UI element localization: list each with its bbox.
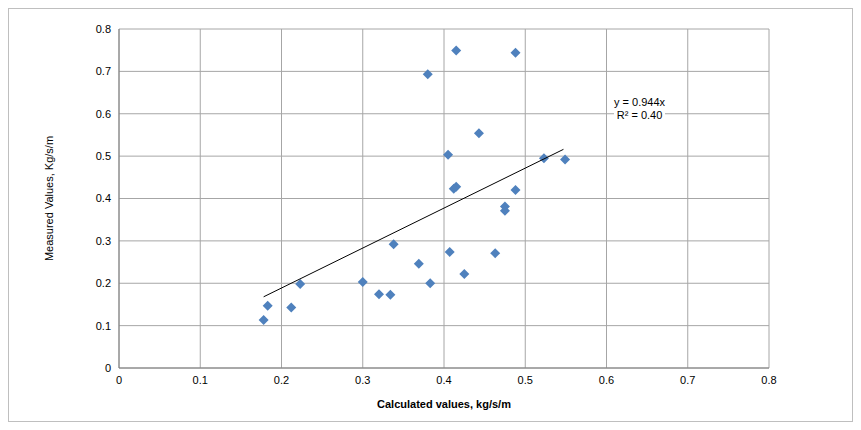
svg-text:0.6: 0.6 bbox=[599, 374, 614, 386]
svg-text:0.4: 0.4 bbox=[436, 374, 451, 386]
svg-text:0.1: 0.1 bbox=[193, 374, 208, 386]
svg-text:0.7: 0.7 bbox=[680, 374, 695, 386]
svg-text:0.6: 0.6 bbox=[96, 108, 111, 120]
svg-text:0.1: 0.1 bbox=[96, 320, 111, 332]
svg-text:0.2: 0.2 bbox=[96, 277, 111, 289]
svg-text:0.7: 0.7 bbox=[96, 65, 111, 77]
svg-text:0: 0 bbox=[105, 362, 111, 374]
svg-text:0.3: 0.3 bbox=[96, 235, 111, 247]
svg-text:Calculated values, kg/s/m: Calculated values, kg/s/m bbox=[377, 398, 511, 410]
svg-text:0: 0 bbox=[116, 374, 122, 386]
svg-text:0.5: 0.5 bbox=[96, 150, 111, 162]
html-text:y = 0.944x: y = 0.944x bbox=[614, 96, 666, 108]
html-text:R² = 0.40: R² = 0.40 bbox=[616, 109, 663, 121]
svg-text:0.4: 0.4 bbox=[96, 192, 111, 204]
svg-text:0.8: 0.8 bbox=[761, 374, 776, 386]
svg-text:0.8: 0.8 bbox=[96, 23, 111, 35]
svg-text:Measured Values, Kg/s/m: Measured Values, Kg/s/m bbox=[43, 136, 55, 261]
svg-text:0.3: 0.3 bbox=[355, 374, 370, 386]
svg-text:0.2: 0.2 bbox=[274, 374, 289, 386]
svg-text:0.5: 0.5 bbox=[518, 374, 533, 386]
